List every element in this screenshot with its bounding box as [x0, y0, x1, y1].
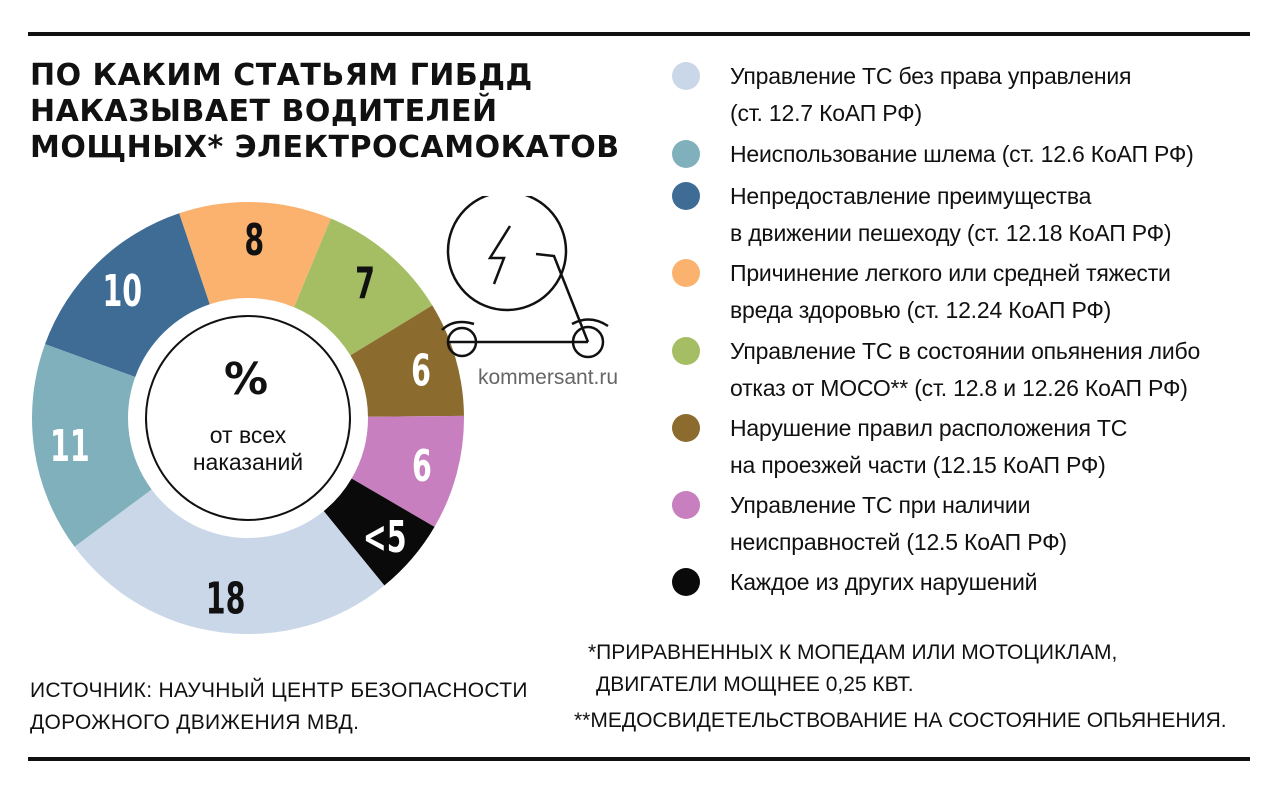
legend-label-line: на проезжей части (12.15 КоАП РФ) [730, 452, 1106, 478]
legend-item: Управление ТС при наличии неисправностей… [672, 487, 1067, 561]
legend-item: Каждое из других нарушений [672, 564, 1038, 601]
watermark: kommersant.ru [478, 366, 619, 389]
legend-swatch [672, 62, 700, 90]
legend-item: Управление ТС без права управления (ст. … [672, 58, 1131, 132]
footnote: *ПРИРАВНЕННЫХ К МОПЕДАМ ИЛИ МОТОЦИКЛАМ, … [574, 637, 1227, 701]
center-unit: % [224, 354, 268, 405]
source-line: Источник: Научный центр безопасности [30, 679, 528, 702]
chart-title: По каким статьям ГИБДД наказывает водите… [30, 58, 630, 166]
footnote-line: *ПРИРАВНЕННЫХ К МОПЕДАМ ИЛИ МОТОЦИКЛАМ, [588, 641, 1118, 664]
bottom-rule [28, 757, 1250, 761]
legend-item: Управление ТС в состоянии опьянения либо… [672, 333, 1200, 407]
slice-value-label: 7 [355, 258, 375, 310]
legend-label: Управление ТС без права управления (ст. … [730, 58, 1131, 132]
legend-label-line: Нарушение правил расположения ТС [730, 415, 1128, 441]
legend-swatch [672, 414, 700, 442]
legend-label-line: неисправностей (12.5 КоАП РФ) [730, 529, 1067, 555]
legend-label: Управление ТС в состоянии опьянения либо… [730, 333, 1200, 407]
legend-label-line: Причинение легкого или средней тяжести [730, 260, 1171, 286]
legend-label-line: отказ от МОСО** (ст. 12.8 и 12.26 КоАП Р… [730, 375, 1188, 401]
legend-swatch [672, 337, 700, 365]
legend-item: Непредоставление преимущества в движении… [672, 178, 1172, 252]
legend-label: Непредоставление преимущества в движении… [730, 178, 1172, 252]
lightning-bolt-icon [487, 225, 512, 285]
title-line: По каким статьям ГИБДД [30, 58, 533, 93]
slice-value-label: <5 [363, 512, 407, 564]
slice-value-label: 10 [102, 266, 142, 318]
legend-label-line: Каждое из других нарушений [730, 569, 1038, 595]
slice-value-label: 6 [411, 345, 431, 397]
title-line: мощных* электросамокатов [30, 130, 620, 165]
title-line: наказывает водителей [30, 94, 498, 129]
legend-item: Нарушение правил расположения ТС на прое… [672, 410, 1127, 484]
source-line: дорожного движения МВД. [30, 711, 360, 734]
center-caption-line: от всех [210, 422, 287, 448]
legend-label-line: Неиспользование шлема (ст. 12.6 КоАП РФ) [730, 141, 1194, 167]
legend-label-line: Непредоставление преимущества [730, 183, 1092, 209]
footnote: **МЕДОСВИДЕТЕЛЬСТВОВАНИЕ НА СОСТОЯНИЕ ОП… [574, 709, 1227, 732]
electric-scooter-icon [441, 196, 609, 359]
legend-label-line: в движении пешеходу (ст. 12.18 КоАП РФ) [730, 220, 1172, 246]
legend-label: Управление ТС при наличии неисправностей… [730, 487, 1067, 561]
legend-label-line: (ст. 12.7 КоАП РФ) [730, 100, 922, 126]
donut-slice [351, 415, 464, 527]
legend-item: Причинение легкого или средней тяжести в… [672, 255, 1171, 329]
donut-slice [74, 489, 385, 635]
legend-label: Каждое из других нарушений [730, 564, 1038, 601]
legend-label: Нарушение правил расположения ТС на прое… [730, 410, 1127, 484]
donut-slice [179, 202, 331, 308]
footnote-line: ДВИГАТЕЛИ МОЩНЕЕ 0,25 КВТ. [596, 673, 914, 696]
slice-value-label: 6 [412, 441, 432, 493]
donut-slice [32, 344, 152, 547]
legend-label-line: Управление ТС в состоянии опьянения либо [730, 338, 1201, 364]
donut-slices [32, 202, 464, 635]
legend-item: Неиспользование шлема (ст. 12.6 КоАП РФ) [672, 136, 1194, 173]
legend-label: Причинение легкого или средней тяжести в… [730, 255, 1171, 329]
legend-swatch [672, 259, 700, 287]
donut-center-circle [145, 315, 351, 521]
donut-slice [350, 305, 464, 417]
legend-label-line: Управление ТС без права управления [730, 63, 1132, 89]
legend-swatch [672, 568, 700, 596]
legend-swatch [672, 182, 700, 210]
legend-label-line: Управление ТС при наличии [730, 492, 1031, 518]
legend-swatch [672, 491, 700, 519]
slice-value-label: 8 [244, 215, 264, 267]
legend-label: Неиспользование шлема (ст. 12.6 КоАП РФ) [730, 136, 1194, 173]
donut-slice [294, 218, 433, 356]
legend-label-line: вреда здоровью (ст. 12.24 КоАП РФ) [730, 297, 1112, 323]
top-rule [28, 32, 1250, 36]
donut-slice [45, 213, 210, 377]
source-note: Источник: Научный центр безопасности дор… [30, 675, 528, 739]
slice-value-label: 11 [50, 421, 90, 473]
legend-swatch [672, 140, 700, 168]
slice-value-label: 18 [206, 573, 246, 625]
donut-slice [323, 478, 435, 586]
center-caption-line: наказаний [193, 449, 303, 475]
footnotes: *ПРИРАВНЕННЫХ К МОПЕДАМ ИЛИ МОТОЦИКЛАМ, … [574, 637, 1227, 737]
